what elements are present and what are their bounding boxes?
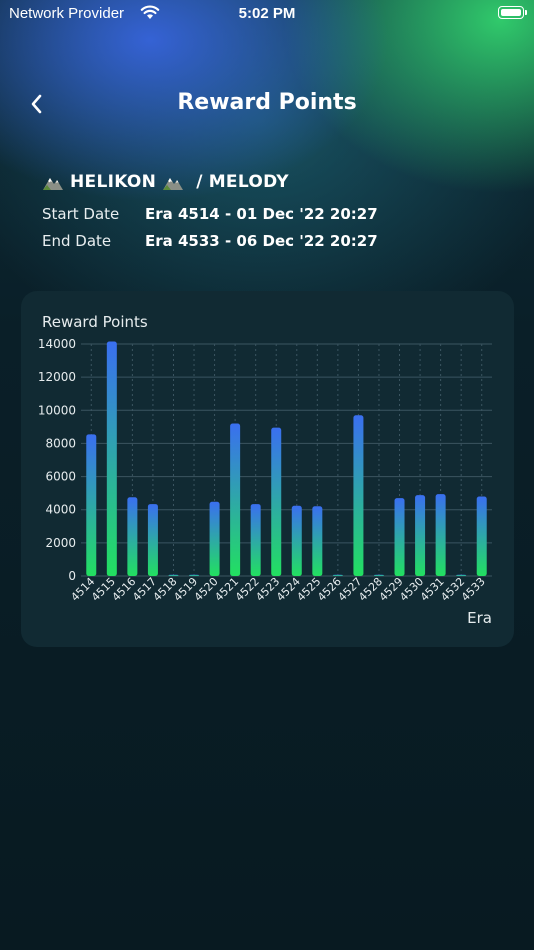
bar	[456, 574, 467, 576]
bar	[106, 341, 117, 576]
page-title: Reward Points	[177, 90, 357, 115]
bar	[230, 423, 241, 576]
mountain-icon	[43, 178, 63, 190]
bar	[127, 497, 138, 576]
bar	[271, 427, 282, 576]
bar	[332, 574, 343, 576]
back-button[interactable]	[26, 90, 50, 118]
mountain-icon	[163, 178, 184, 190]
end-date-label: End Date	[42, 232, 112, 250]
chart-card	[21, 291, 514, 647]
chart-title: Reward Points	[42, 313, 148, 331]
battery-icon	[498, 6, 527, 19]
start-date-label: Start Date	[42, 205, 120, 223]
y-tick-label: 12000	[38, 370, 76, 384]
y-tick-label: 10000	[38, 403, 76, 417]
bar	[291, 505, 302, 576]
wifi-icon	[140, 5, 160, 19]
bar	[415, 495, 426, 576]
status-bar: Network Provider 5:02 PM	[0, 0, 534, 28]
status-time: 5:02 PM	[238, 5, 296, 22]
y-tick-label: 6000	[45, 470, 76, 484]
y-tick-label: 4000	[45, 503, 76, 517]
bar	[189, 574, 200, 576]
start-date-value: Era 4514 - 01 Dec '22 20:27	[145, 205, 378, 223]
bar	[373, 574, 384, 576]
chevron-left-icon	[31, 94, 42, 114]
bar	[209, 501, 220, 576]
pair-separator: /	[196, 172, 203, 192]
nominator-name: MELODY	[208, 172, 289, 192]
y-tick-label: 0	[68, 569, 76, 583]
reward-points-chart: 0200040006000800010000120001400045144515…	[38, 337, 492, 604]
bar	[147, 504, 158, 576]
bar	[86, 434, 97, 576]
y-tick-label: 14000	[38, 337, 76, 351]
y-tick-label: 2000	[45, 536, 76, 550]
bar	[312, 506, 323, 576]
bar	[250, 504, 261, 576]
bar	[168, 574, 179, 576]
x-axis-label: Era	[467, 609, 492, 627]
bar	[353, 415, 364, 576]
carrier-name: Network Provider	[9, 5, 125, 22]
x-tick-label: 4533	[459, 575, 488, 604]
bar	[476, 496, 487, 576]
bar	[394, 498, 405, 576]
end-date-value: Era 4533 - 06 Dec '22 20:27	[145, 232, 378, 250]
bar	[435, 494, 446, 576]
y-tick-label: 8000	[45, 436, 76, 450]
validator-name: HELIKON	[70, 172, 157, 192]
validator-nominator-pair: HELIKON / MELODY	[42, 172, 289, 192]
